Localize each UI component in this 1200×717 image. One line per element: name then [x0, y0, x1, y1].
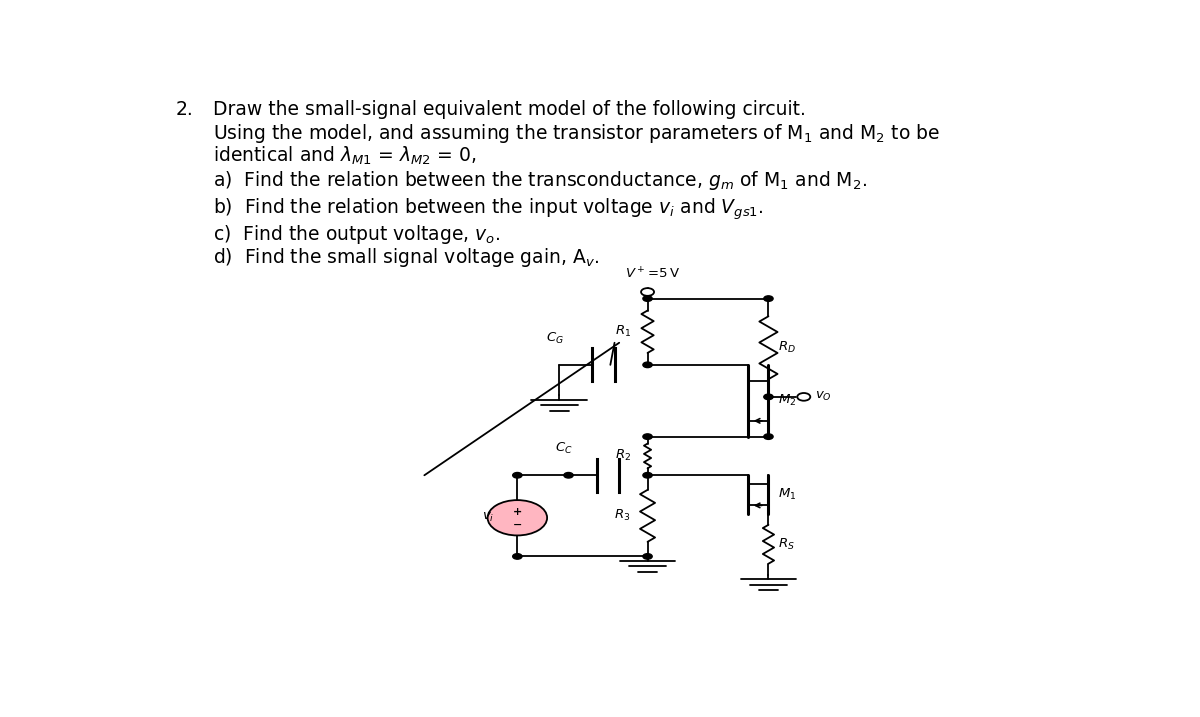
Text: $R_3$: $R_3$ [614, 508, 631, 523]
Text: $V^+\!=\!5\,\mathrm{V}$: $V^+\!=\!5\,\mathrm{V}$ [625, 267, 679, 282]
Circle shape [512, 473, 522, 478]
Text: $M_1$: $M_1$ [778, 487, 796, 502]
Circle shape [764, 394, 773, 399]
Text: 2.: 2. [176, 100, 193, 119]
Text: Draw the small-signal equivalent model of the following circuit.: Draw the small-signal equivalent model o… [214, 100, 806, 119]
Circle shape [643, 362, 653, 368]
Circle shape [643, 473, 653, 478]
Circle shape [564, 473, 574, 478]
Circle shape [512, 554, 522, 559]
Circle shape [643, 434, 653, 440]
Text: identical and $\lambda_{M1}$ = $\lambda_{M2}$ = 0,: identical and $\lambda_{M1}$ = $\lambda_… [214, 145, 476, 167]
Circle shape [797, 393, 810, 401]
Text: $R_S$: $R_S$ [778, 537, 794, 552]
Circle shape [643, 296, 653, 301]
Text: $R_2$: $R_2$ [614, 448, 631, 463]
Text: $R_1$: $R_1$ [614, 324, 631, 339]
Text: $C_C$: $C_C$ [556, 441, 572, 456]
Text: $v_i$: $v_i$ [481, 511, 494, 524]
Circle shape [641, 288, 654, 296]
Text: d)  Find the small signal voltage gain, A$_v$.: d) Find the small signal voltage gain, A… [214, 246, 600, 269]
Text: +: + [512, 507, 522, 517]
Text: $M_2$: $M_2$ [778, 393, 796, 408]
Circle shape [643, 554, 653, 559]
Text: Using the model, and assuming the transistor parameters of M$_1$ and M$_2$ to be: Using the model, and assuming the transi… [214, 122, 940, 145]
Text: $v_O$: $v_O$ [815, 390, 832, 404]
Circle shape [764, 434, 773, 440]
Circle shape [487, 500, 547, 536]
Text: b)  Find the relation between the input voltage $v_i$ and $V_{gs1}$.: b) Find the relation between the input v… [214, 196, 764, 222]
Circle shape [764, 296, 773, 301]
Text: $C_G$: $C_G$ [546, 331, 564, 346]
Text: −: − [512, 519, 522, 529]
Text: c)  Find the output voltage, $v_o$.: c) Find the output voltage, $v_o$. [214, 223, 500, 246]
Text: a)  Find the relation between the transconductance, $g_m$ of M$_1$ and M$_2$.: a) Find the relation between the transco… [214, 169, 868, 192]
Text: $R_D$: $R_D$ [778, 340, 796, 356]
